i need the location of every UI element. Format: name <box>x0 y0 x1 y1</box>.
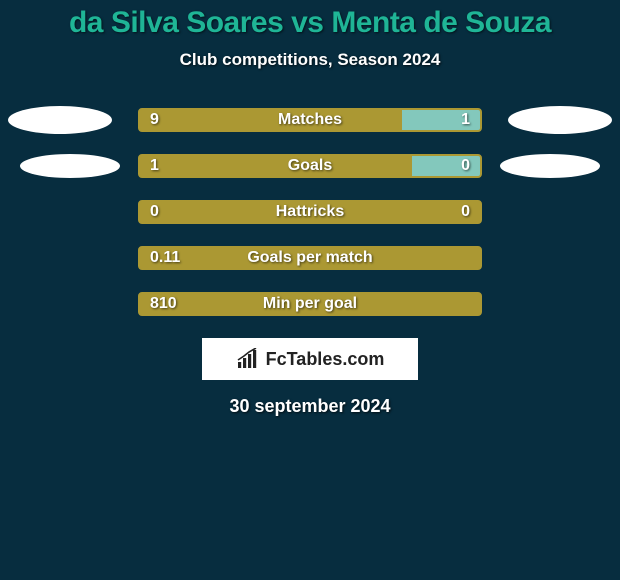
stat-value-right: 0 <box>461 156 470 176</box>
stat-bar: Hattricks0 0 <box>138 200 482 224</box>
stat-row: Min per goal810 <box>0 292 620 316</box>
stat-row: Matches9 1 <box>0 108 620 132</box>
stat-label: Goals <box>140 156 480 176</box>
stat-value-left: 0.11 <box>150 248 180 268</box>
chart-icon <box>236 348 260 370</box>
brand-text: FcTables.com <box>266 349 385 370</box>
stat-value-right: 0 <box>461 202 470 222</box>
player-left-icon <box>8 106 112 134</box>
stat-bar: Min per goal810 <box>138 292 482 316</box>
stat-bar: Goals per match0.11 <box>138 246 482 270</box>
stat-label: Hattricks <box>140 202 480 222</box>
stat-label: Matches <box>140 110 480 130</box>
stat-bar: Matches9 1 <box>138 108 482 132</box>
page-title: da Silva Soares vs Menta de Souza <box>0 0 620 40</box>
player-right-icon <box>500 154 600 178</box>
stat-value-left: 0 <box>150 202 159 222</box>
brand-box: FcTables.com <box>202 338 418 380</box>
stat-label: Min per goal <box>140 294 480 314</box>
stat-row: Goals1 0 <box>0 154 620 178</box>
stat-value-left: 1 <box>150 156 159 176</box>
player-left-icon <box>20 154 120 178</box>
stat-value-left: 810 <box>150 294 177 314</box>
stat-label: Goals per match <box>140 248 480 268</box>
stat-value-right: 1 <box>461 110 470 130</box>
footer-date: 30 september 2024 <box>0 396 620 417</box>
stat-bar: Goals1 0 <box>138 154 482 178</box>
page-subtitle: Club competitions, Season 2024 <box>0 50 620 70</box>
comparison-chart: Matches91Goals10Hattricks00Goals per mat… <box>0 108 620 316</box>
stat-row: Goals per match0.11 <box>0 246 620 270</box>
stat-value-left: 9 <box>150 110 159 130</box>
stat-row: Hattricks0 0 <box>0 200 620 224</box>
player-right-icon <box>508 106 612 134</box>
